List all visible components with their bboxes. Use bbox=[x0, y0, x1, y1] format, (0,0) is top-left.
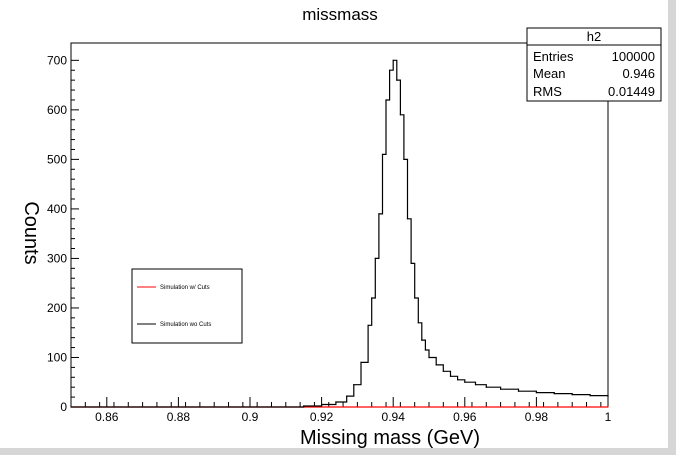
data-point bbox=[378, 213, 380, 215]
data-point bbox=[517, 390, 520, 392]
data-point bbox=[449, 375, 452, 377]
stats-value-entries: 100000 bbox=[612, 49, 655, 64]
data-point bbox=[267, 406, 269, 408]
data-point bbox=[399, 114, 401, 116]
data-point bbox=[535, 392, 538, 394]
data-point bbox=[464, 381, 466, 383]
data-point bbox=[406, 218, 409, 220]
data-point bbox=[381, 153, 384, 155]
y-tick-label: 500 bbox=[47, 152, 67, 166]
x-axis: 0.86 0.88 0.9 0.92 0.94 0.96 0.98 1 bbox=[70, 397, 612, 424]
data-point bbox=[367, 324, 369, 326]
x-tick-label: 0.92 bbox=[310, 410, 334, 424]
data-point bbox=[392, 59, 394, 61]
stats-label-entries: Entries bbox=[533, 49, 574, 64]
data-point bbox=[360, 361, 362, 363]
legend-label-simulation-wo-cuts: Simulation wo Cuts bbox=[160, 322, 211, 328]
data-point bbox=[424, 349, 426, 351]
data-point bbox=[435, 364, 437, 366]
window-edge-right bbox=[668, 0, 676, 455]
x-axis-label: Missing mass (GeV) bbox=[300, 427, 480, 449]
data-point bbox=[500, 388, 502, 390]
x-tick-label: 0.86 bbox=[95, 410, 119, 424]
data-point bbox=[353, 384, 355, 386]
data-point bbox=[374, 257, 376, 259]
y-axis-label: Counts bbox=[20, 201, 42, 264]
chart-title: missmass bbox=[302, 5, 378, 24]
data-point bbox=[571, 394, 573, 396]
data-point bbox=[335, 401, 337, 403]
x-tick-label: 0.9 bbox=[242, 410, 259, 424]
data-point bbox=[457, 379, 459, 381]
x-tick-label: 0.88 bbox=[167, 410, 191, 424]
data-point bbox=[417, 322, 419, 324]
x-tick-label: 0.96 bbox=[453, 410, 477, 424]
y-tick-label: 200 bbox=[47, 301, 67, 315]
window-edge-bottom bbox=[0, 448, 676, 455]
y-tick-label: 300 bbox=[47, 251, 67, 265]
data-point bbox=[385, 99, 387, 101]
stats-box: h2 Entries 100000 Mean 0.946 RMS 0.01449 bbox=[526, 27, 662, 102]
data-point bbox=[371, 297, 373, 299]
y-tick-label: 100 bbox=[47, 350, 67, 364]
data-point bbox=[396, 79, 398, 81]
stats-label-rms: RMS bbox=[533, 84, 562, 99]
x-tick-label: 0.94 bbox=[382, 410, 406, 424]
legend-box: Simulation w/ Cuts Simulation wo Cuts bbox=[131, 268, 243, 344]
data-point bbox=[589, 395, 591, 397]
series-simulation-wo-cuts bbox=[71, 59, 609, 408]
data-point bbox=[414, 297, 416, 299]
data-point bbox=[403, 158, 405, 160]
data-point bbox=[70, 406, 72, 408]
x-tick-label: 1 bbox=[605, 410, 612, 424]
series-layer bbox=[70, 59, 609, 408]
legend-label-simulation-w-cuts: Simulation w/ Cuts bbox=[160, 285, 210, 291]
y-tick-label: 400 bbox=[47, 202, 67, 216]
data-point bbox=[421, 339, 423, 341]
data-point bbox=[442, 370, 444, 372]
data-point bbox=[607, 395, 609, 397]
data-point bbox=[553, 393, 555, 395]
data-point bbox=[389, 69, 391, 71]
y-tick-label: 0 bbox=[60, 400, 67, 414]
y-axis: 0 100 200 300 400 500 600 700 bbox=[47, 53, 79, 414]
stats-value-mean: 0.946 bbox=[622, 66, 655, 81]
y-tick-label: 600 bbox=[47, 103, 67, 117]
data-point bbox=[607, 406, 609, 408]
data-point bbox=[303, 405, 305, 407]
data-point bbox=[321, 403, 323, 406]
data-point bbox=[474, 384, 477, 386]
data-point bbox=[428, 356, 430, 359]
stats-box-title: h2 bbox=[587, 29, 601, 44]
data-point bbox=[485, 386, 487, 388]
data-point bbox=[410, 262, 412, 264]
x-tick-label: 0.98 bbox=[525, 410, 549, 424]
data-point bbox=[346, 395, 348, 397]
stats-label-mean: Mean bbox=[533, 66, 566, 81]
stats-value-rms: 0.01449 bbox=[608, 84, 655, 99]
y-tick-label: 700 bbox=[47, 53, 67, 67]
